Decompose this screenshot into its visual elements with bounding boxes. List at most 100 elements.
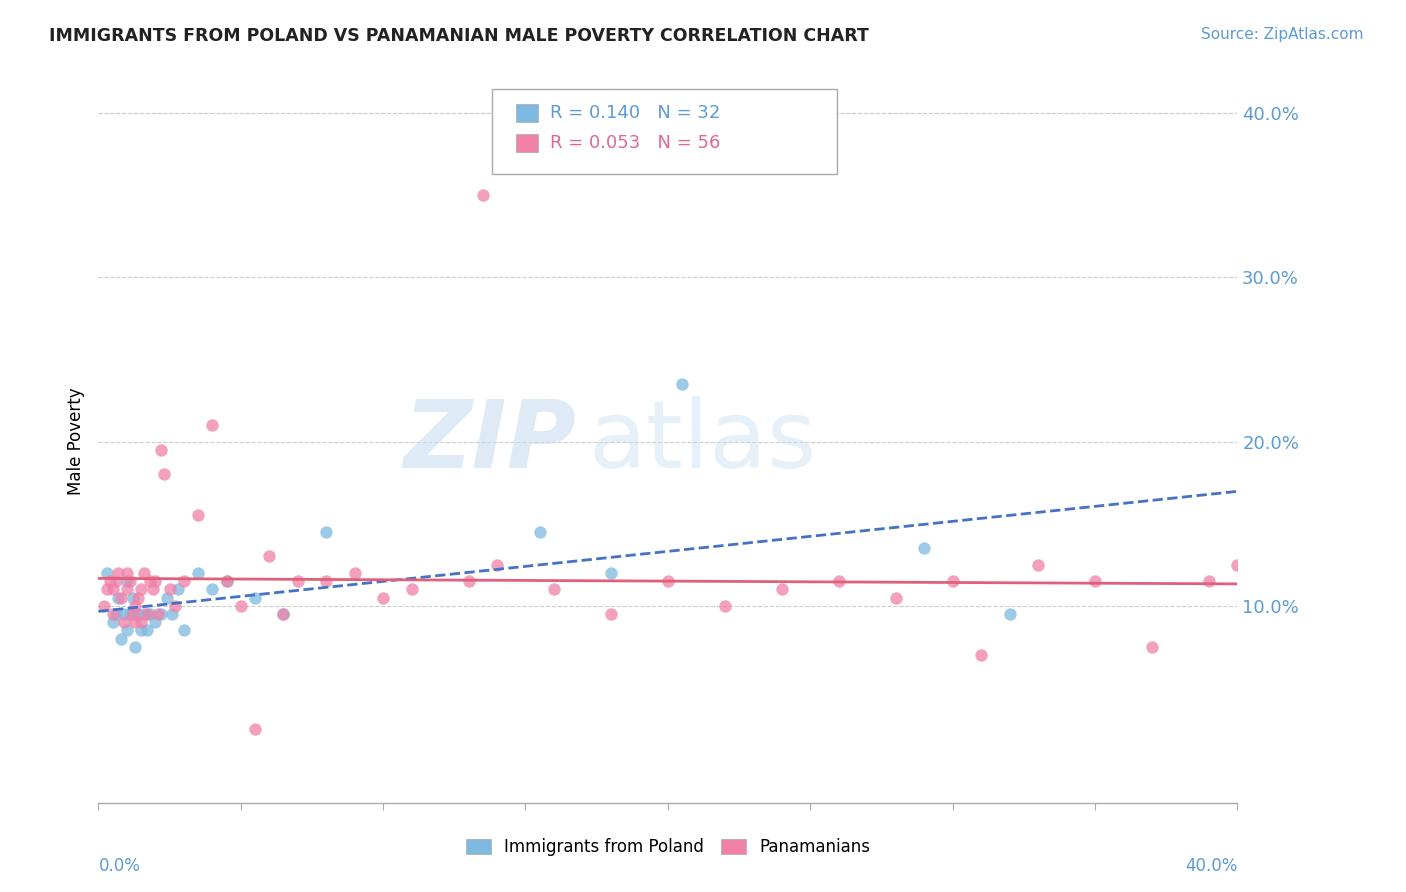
Point (96, 566, 118, 580)
Point (145, 615, 167, 630)
Point (373, 591, 395, 605)
Point (457, 574, 479, 588)
Point (187, 566, 209, 580)
Point (145, 574, 167, 588)
Point (138, 574, 160, 588)
Text: ZIP: ZIP (404, 395, 576, 488)
Point (912, 541, 935, 556)
Text: R = 0.140   N = 32: R = 0.140 N = 32 (550, 104, 720, 122)
Point (201, 582, 224, 597)
Point (124, 599, 146, 613)
Text: 0.0%: 0.0% (98, 857, 141, 875)
Point (287, 574, 309, 588)
Point (156, 591, 179, 605)
Point (115, 624, 138, 638)
Point (101, 582, 124, 597)
Point (121, 591, 143, 605)
Point (600, 566, 623, 580)
Point (115, 582, 138, 597)
Point (138, 607, 160, 621)
Text: Source: ZipAtlas.com: Source: ZipAtlas.com (1201, 27, 1364, 42)
Point (135, 624, 157, 638)
Point (942, 574, 965, 588)
Point (1198, 574, 1220, 588)
Text: R = 0.053   N = 56: R = 0.053 N = 56 (550, 134, 720, 152)
Point (132, 566, 155, 580)
Point (107, 591, 129, 605)
Point (104, 574, 127, 588)
Point (201, 418, 224, 433)
Point (96, 582, 118, 597)
Point (129, 624, 152, 638)
Point (127, 591, 149, 605)
Point (343, 566, 366, 580)
Point (141, 582, 163, 597)
Point (98, 574, 121, 588)
Point (110, 632, 132, 646)
Point (159, 582, 181, 597)
Point (315, 524, 337, 539)
Point (150, 607, 173, 621)
Point (215, 574, 238, 588)
Text: IMMIGRANTS FROM POLAND VS PANAMANIAN MALE POVERTY CORRELATION CHART: IMMIGRANTS FROM POLAND VS PANAMANIAN MAL… (49, 27, 869, 45)
Point (471, 188, 494, 202)
Point (150, 442, 173, 457)
Point (135, 607, 157, 621)
Point (124, 615, 146, 630)
Point (167, 582, 190, 597)
Point (173, 624, 195, 638)
Point (401, 582, 423, 597)
Point (998, 607, 1021, 621)
Point (124, 640, 146, 654)
Point (127, 607, 149, 621)
Point (315, 574, 337, 588)
Point (529, 524, 551, 539)
Point (543, 582, 565, 597)
Text: 40.0%: 40.0% (1185, 857, 1237, 875)
Point (884, 591, 907, 605)
Legend: Immigrants from Poland, Panamanians: Immigrants from Poland, Panamanians (460, 831, 876, 863)
Point (229, 599, 252, 613)
Point (187, 508, 209, 523)
Point (970, 648, 993, 662)
Point (243, 591, 266, 605)
Point (162, 607, 184, 621)
Point (1084, 574, 1107, 588)
Point (101, 607, 124, 621)
Point (115, 566, 138, 580)
Point (770, 582, 793, 597)
Point (671, 377, 693, 392)
Point (112, 615, 135, 630)
Point (259, 549, 281, 564)
Point (112, 607, 135, 621)
Point (121, 607, 143, 621)
Text: atlas: atlas (588, 395, 817, 488)
Point (1140, 640, 1163, 654)
Point (118, 607, 141, 621)
Point (600, 607, 623, 621)
Point (129, 582, 152, 597)
Point (273, 607, 295, 621)
Point (1226, 558, 1249, 572)
Point (107, 566, 129, 580)
Point (486, 558, 509, 572)
Point (165, 599, 187, 613)
Point (148, 607, 170, 621)
Point (93, 599, 115, 613)
Point (215, 574, 238, 588)
Point (243, 722, 266, 736)
Point (657, 574, 679, 588)
Point (828, 574, 851, 588)
Point (104, 607, 127, 621)
Point (153, 467, 176, 482)
Point (101, 615, 124, 630)
Point (173, 574, 195, 588)
Y-axis label: Male Poverty: Male Poverty (66, 388, 84, 495)
Point (110, 591, 132, 605)
Point (129, 615, 152, 630)
Point (115, 574, 138, 588)
Point (1026, 558, 1049, 572)
Point (714, 599, 737, 613)
Point (118, 574, 141, 588)
Point (132, 607, 155, 621)
